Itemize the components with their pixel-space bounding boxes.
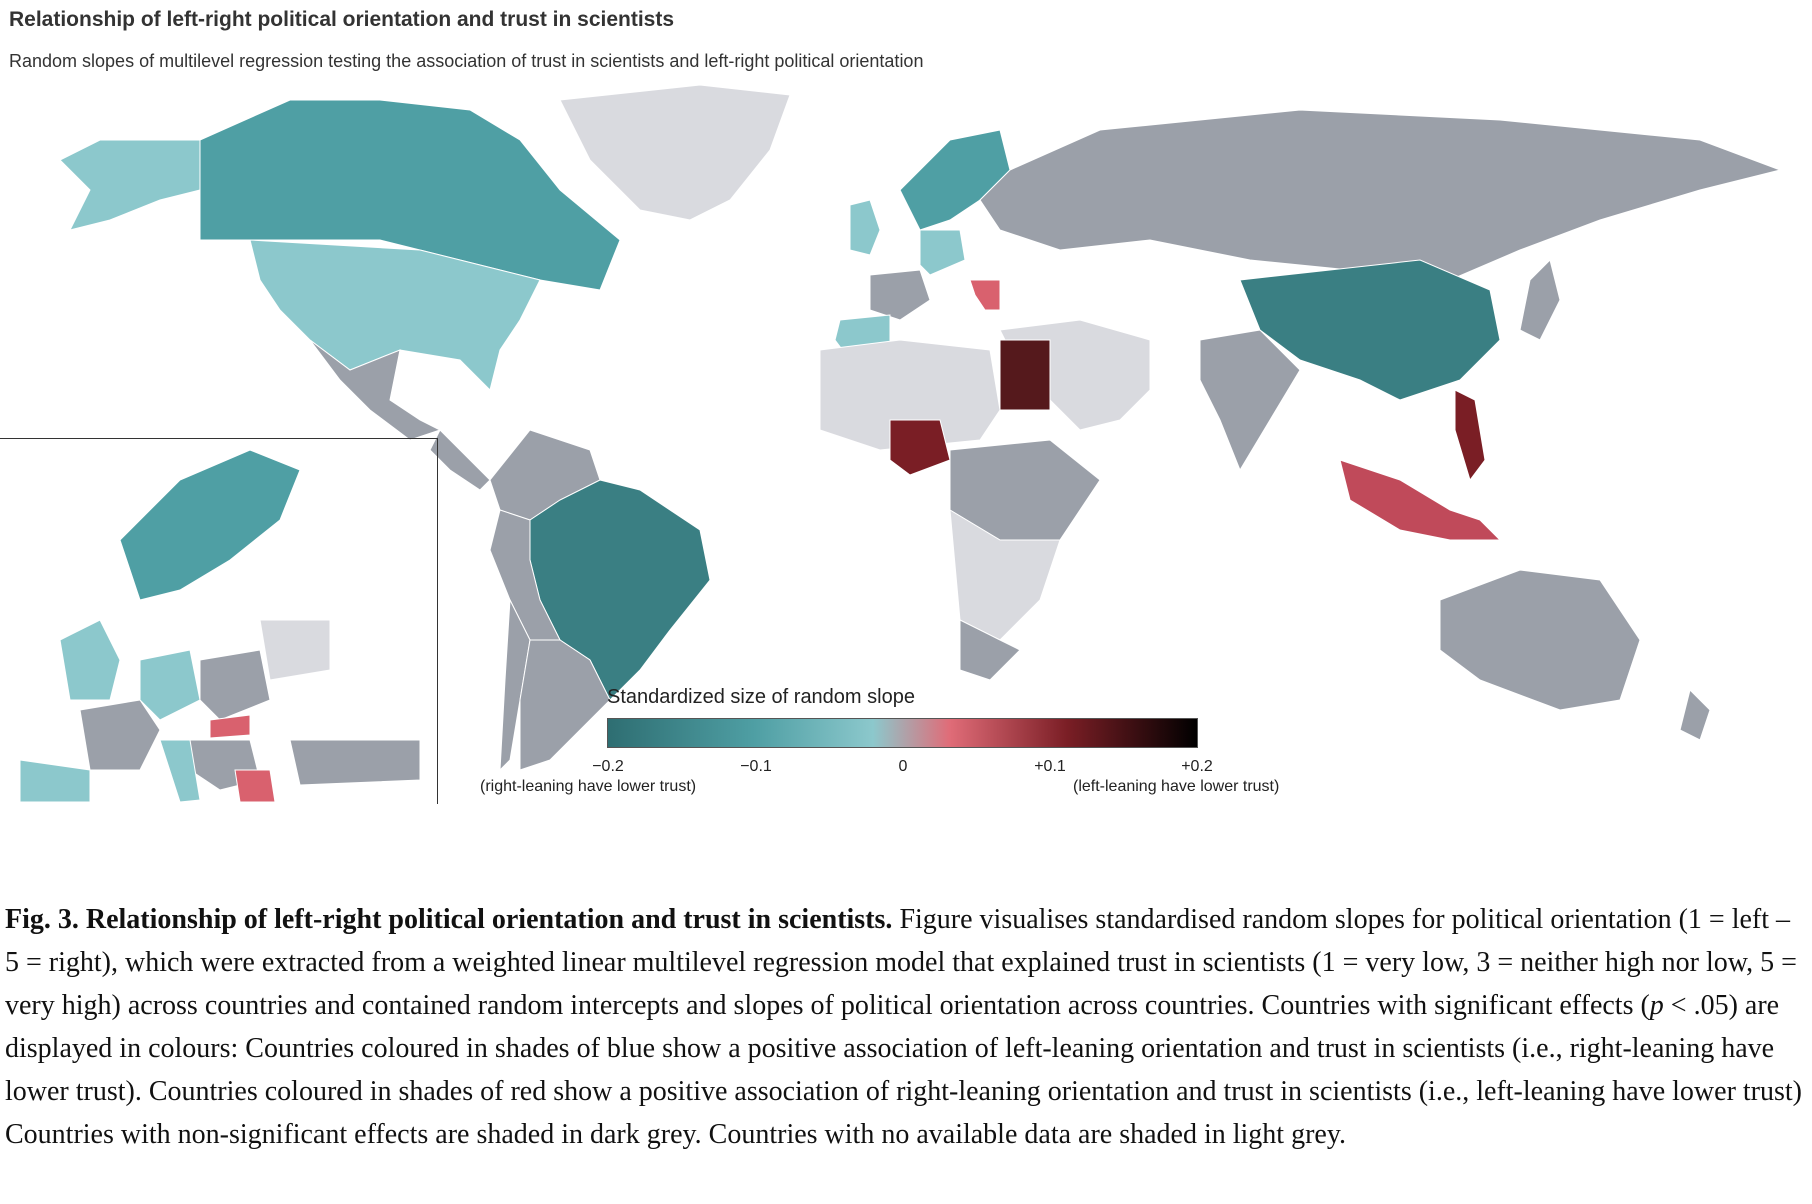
inset-region-hungary — [209, 714, 251, 739]
legend-tick-label: +0.2 — [1181, 758, 1213, 775]
inset-region-scandinavia — [119, 449, 301, 601]
legend-tick-label: −0.1 — [740, 758, 772, 775]
map-region-germany — [919, 229, 966, 276]
inset-region-greece — [234, 769, 276, 802]
legend-left-note: (right-leaning have lower trust) — [480, 778, 697, 795]
map-region-nigeria — [889, 419, 951, 476]
legend-tick-label: −0.2 — [592, 758, 624, 775]
map-region-south-africa — [959, 619, 1021, 681]
map-region-australia — [1439, 569, 1641, 711]
map-region-egypt — [999, 339, 1051, 411]
legend-tick-label: +0.1 — [1034, 758, 1066, 775]
inset-region-central-europe — [199, 649, 271, 721]
world-map — [59, 84, 1782, 772]
map-region-mexico — [309, 339, 442, 441]
map-region-india — [1199, 329, 1301, 472]
inset-region-uk — [59, 619, 121, 701]
map-region-france — [869, 269, 931, 321]
inset-region-spain — [19, 759, 91, 802]
legend-color-bar — [607, 718, 1198, 748]
inset-region-france — [79, 699, 161, 771]
europe-inset-map — [19, 449, 421, 802]
legend-tick-label: 0 — [898, 758, 908, 775]
caption-p-symbol: p — [1649, 990, 1664, 1021]
map-region-greenland — [559, 84, 791, 221]
caption-label: Fig. 3. Relationship of left-right polit… — [5, 904, 893, 935]
map-region-russia — [979, 109, 1782, 281]
map-region-argentina — [519, 639, 611, 771]
figure-title: Relationship of left-right political ori… — [9, 8, 675, 31]
map-region-indonesia — [1339, 459, 1502, 541]
inset-region-germany — [139, 649, 201, 721]
map-region-new-zealand — [1679, 689, 1711, 741]
figure-caption: Fig. 3. Relationship of left-right polit… — [5, 898, 1805, 1156]
map-region-canada — [199, 99, 621, 291]
map-region-greece — [969, 279, 1001, 311]
map-region-japan — [1519, 259, 1561, 341]
figure-subtitle: Random slopes of multilevel regression t… — [9, 51, 924, 71]
legend-right-note: (left-leaning have lower trust) — [1073, 778, 1280, 795]
map-region-china — [1239, 259, 1501, 401]
inset-region-ukraine — [259, 619, 331, 681]
map-region-philippines — [1454, 389, 1486, 482]
map-region-uk — [849, 199, 881, 256]
europe-inset-frame — [0, 438, 438, 804]
inset-region-turkey — [289, 739, 421, 786]
map-region-north-africa — [819, 339, 1001, 451]
map-region-alaska — [59, 139, 201, 231]
map-region-central-america — [429, 429, 491, 491]
inset-region-italy — [159, 739, 201, 802]
legend-title: Standardized size of random slope — [607, 686, 915, 708]
caption-text-part-1: Figure visualises standardised random sl… — [5, 904, 1797, 1021]
map-region-usa — [249, 239, 541, 391]
caption-text-part-2: < .05) are displayed in colours: Countri… — [5, 990, 1803, 1150]
